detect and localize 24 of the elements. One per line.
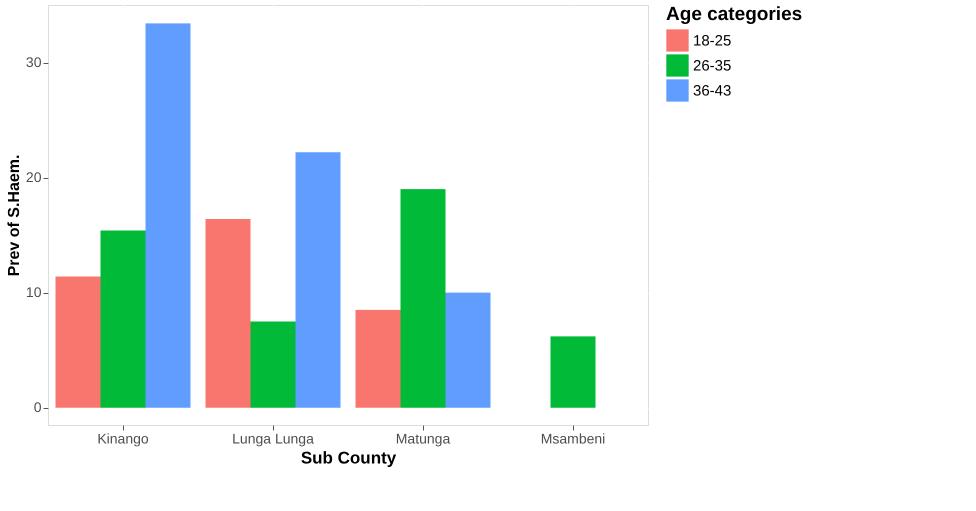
legend-label: 18-25 — [693, 32, 732, 50]
bar — [550, 336, 596, 408]
y-axis-title: Prev of S.Haem. — [6, 154, 23, 276]
x-tick-label: Kinango — [97, 430, 149, 446]
x-tick-label: Msambeni — [540, 430, 606, 446]
x-tick-label: Lunga Lunga — [232, 430, 314, 446]
bar — [446, 292, 490, 408]
legend-label: 26-35 — [693, 58, 732, 74]
bar — [56, 276, 100, 408]
y-tick-label: 10 — [26, 284, 42, 300]
bar — [296, 152, 340, 408]
bar — [400, 189, 446, 408]
legend-label: 36-43 — [693, 82, 732, 100]
y-tick-label: 0 — [34, 399, 42, 416]
x-tick-label: Matunga — [396, 430, 450, 446]
legend-title: Age categories — [666, 4, 802, 25]
bar — [146, 23, 190, 408]
bar — [100, 230, 146, 408]
bar — [250, 321, 296, 408]
x-axis-title: Sub County — [300, 448, 397, 468]
y-tick-label: 20 — [26, 169, 42, 186]
y-tick-label: 30 — [26, 54, 42, 70]
bar — [206, 219, 250, 408]
bar — [356, 310, 400, 408]
